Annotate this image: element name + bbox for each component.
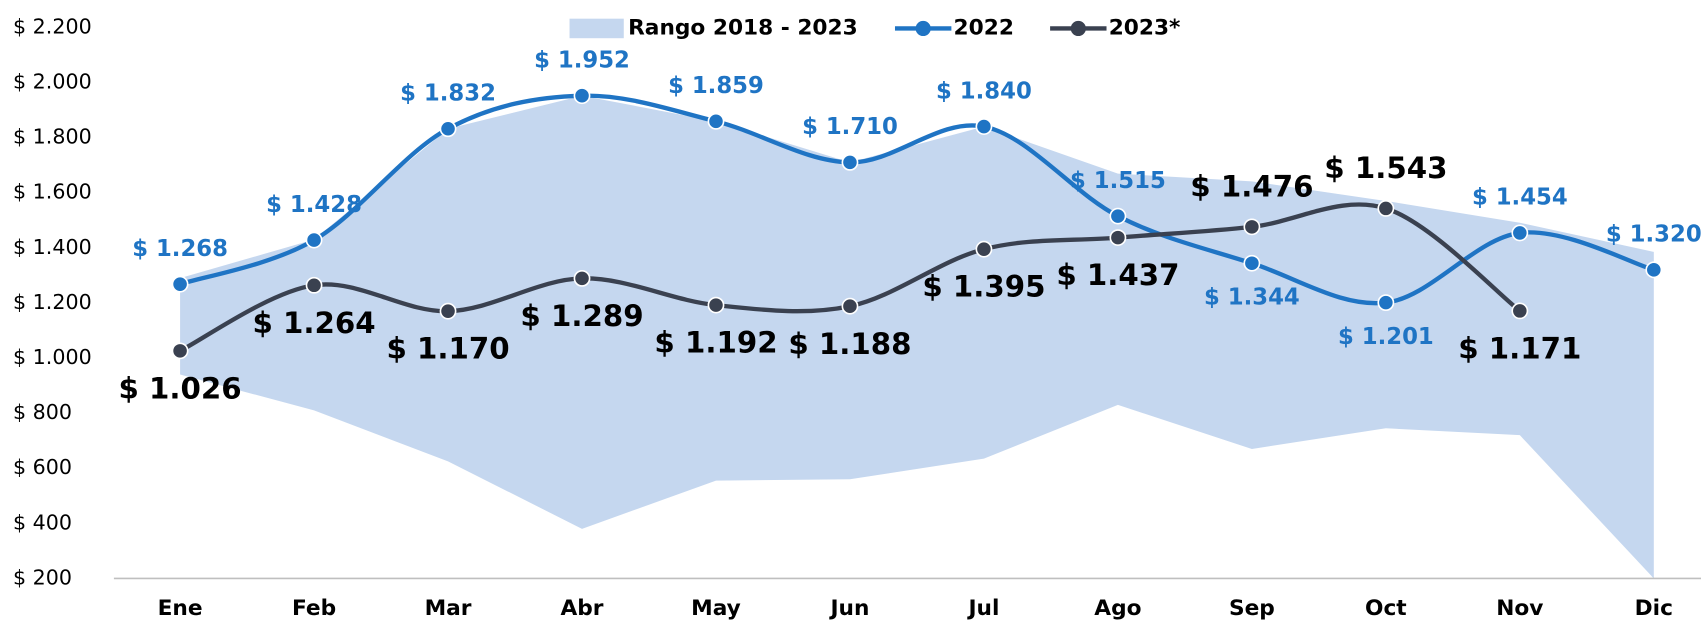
marker	[841, 297, 859, 315]
area-layer	[180, 95, 1654, 579]
marker	[1377, 294, 1395, 312]
marker	[1243, 254, 1261, 272]
marker	[171, 275, 189, 293]
data-label: $ 1.268	[132, 236, 228, 262]
data-label: $ 1.832	[400, 81, 496, 107]
y-tick-label: $ 2.000	[13, 69, 92, 93]
data-label: $ 1.192	[654, 326, 777, 360]
data-label: $ 1.543	[1324, 151, 1447, 185]
data-label: $ 1.188	[788, 327, 911, 361]
y-tick-label: $ 600	[13, 455, 72, 479]
marker	[1511, 224, 1529, 242]
data-label: $ 1.859	[668, 73, 764, 99]
data-label: $ 1.026	[118, 371, 241, 405]
data-label: $ 1.395	[922, 270, 1045, 304]
data-label: $ 1.428	[266, 192, 362, 218]
x-tick-label: Ago	[1094, 596, 1141, 621]
marker	[573, 87, 591, 105]
data-label: $ 1.710	[802, 114, 898, 140]
marker	[305, 231, 323, 249]
data-label: $ 1.454	[1472, 185, 1568, 211]
data-label: $ 1.289	[520, 299, 643, 333]
marker	[439, 120, 457, 138]
marker	[975, 240, 993, 258]
y-tick-label: $ 1.400	[13, 235, 92, 259]
marker	[1109, 207, 1127, 225]
x-tick-label: Sep	[1229, 596, 1275, 621]
x-tick-label: Oct	[1365, 596, 1407, 621]
legend-label: 2022	[954, 15, 1014, 40]
y-tick-label: $ 800	[13, 400, 72, 424]
x-tick-label: Ene	[158, 596, 203, 621]
data-label: $ 1.476	[1190, 169, 1313, 203]
data-label: $ 1.264	[252, 306, 375, 340]
marker	[1377, 199, 1395, 217]
marker	[1645, 261, 1663, 279]
marker	[573, 269, 591, 287]
marker	[1109, 229, 1127, 247]
marker	[707, 296, 725, 314]
y-tick-label: $ 2.200	[13, 14, 92, 38]
y-tick-label: $ 1.200	[13, 290, 92, 314]
range-area	[180, 95, 1654, 579]
x-tick-label: Abr	[560, 596, 603, 621]
series-line	[179, 93, 1655, 306]
legend-label: Rango 2018 - 2023	[628, 15, 858, 40]
legend-marker	[1070, 20, 1086, 37]
y-tick-label: $ 1.000	[13, 345, 92, 369]
data-label: $ 1.344	[1204, 284, 1300, 310]
x-tick-label: Nov	[1496, 596, 1543, 621]
x-tick-label: Jun	[828, 596, 869, 621]
data-label: $ 1.952	[534, 47, 630, 73]
x-tick-label: Dic	[1635, 596, 1673, 621]
marker	[305, 276, 323, 294]
marker	[1243, 218, 1261, 236]
marker	[707, 112, 725, 130]
data-label: $ 1.840	[936, 78, 1032, 104]
y-tick-label: $ 200	[13, 565, 72, 589]
data-label: $ 1.515	[1070, 168, 1166, 194]
marker	[1511, 302, 1529, 320]
y-tick-label: $ 1.600	[13, 180, 92, 204]
data-label: $ 1.320	[1606, 222, 1701, 248]
marker	[975, 118, 993, 135]
marker	[439, 302, 457, 320]
data-label: $ 1.201	[1338, 324, 1434, 350]
legend-label: 2023*	[1109, 15, 1181, 40]
data-label: $ 1.437	[1056, 258, 1179, 292]
data-label: $ 1.171	[1458, 331, 1581, 365]
x-tick-label: Feb	[292, 596, 336, 621]
x-tick-label: Jul	[966, 596, 999, 621]
y-tick-label: $ 1.800	[13, 125, 92, 149]
legend-marker	[915, 20, 931, 37]
x-tick-label: May	[691, 596, 741, 621]
data-label: $ 1.170	[386, 332, 509, 366]
marker	[841, 153, 859, 171]
y-tick-label: $ 400	[13, 510, 72, 534]
legend-swatch	[569, 18, 624, 39]
x-tick-label: Mar	[425, 596, 472, 621]
marker	[171, 342, 189, 360]
